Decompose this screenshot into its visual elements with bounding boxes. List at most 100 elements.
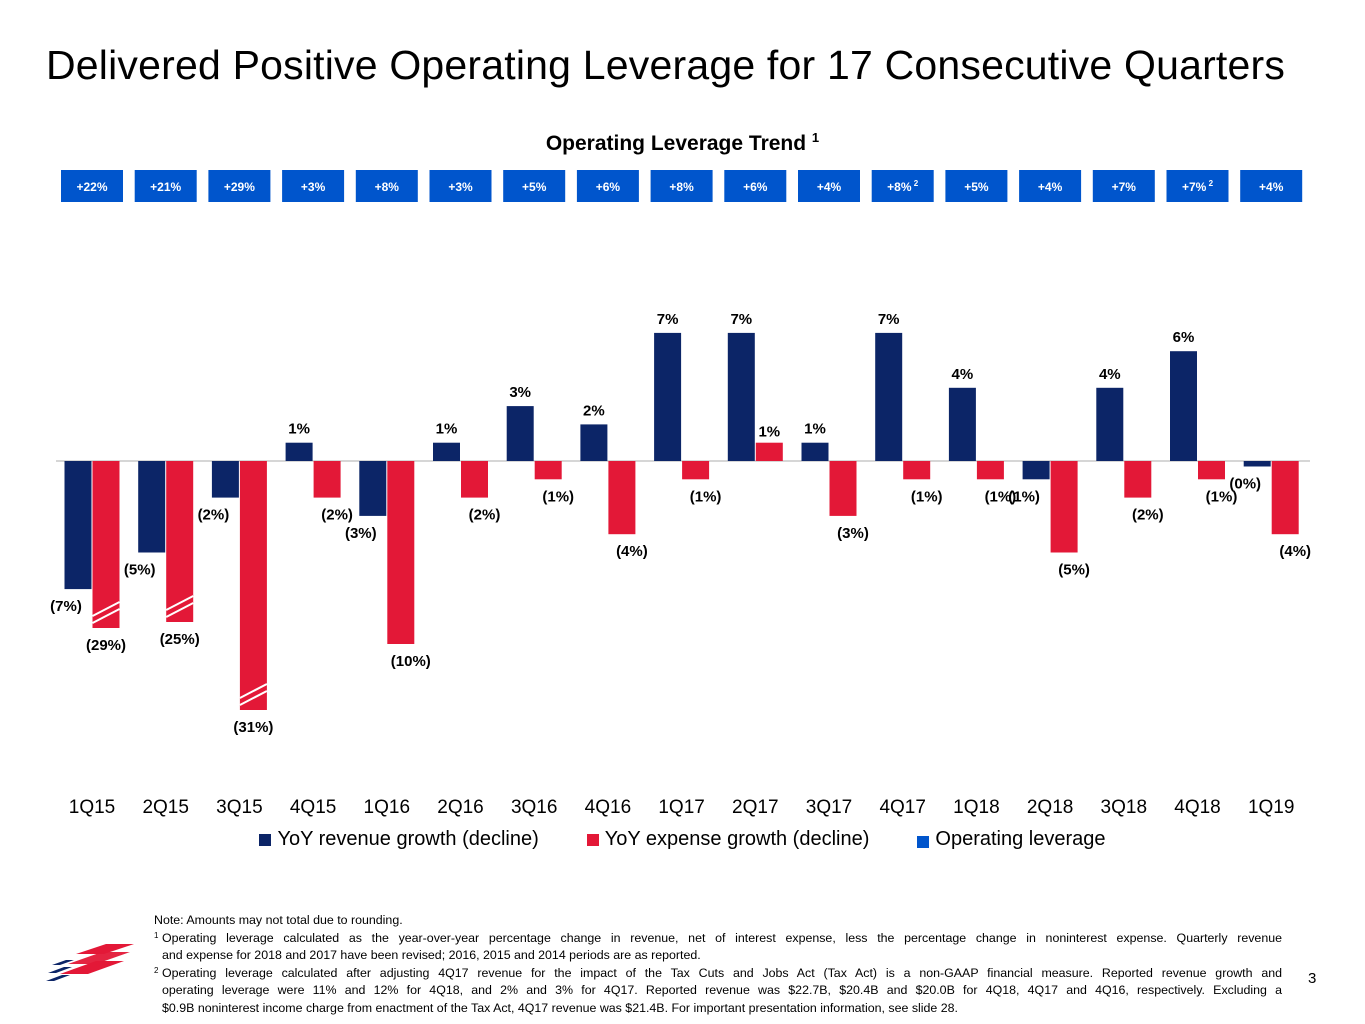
revenue-data-label: 6% [1173,329,1195,346]
x-axis-tick-label: 4Q18 [1174,797,1220,818]
expense-bar [608,461,636,535]
operating-leverage-value: +5% [964,180,989,194]
footnote-1: 1 Operating leverage calculated as the y… [154,930,1282,965]
operating-leverage-box-bg [724,170,787,202]
expense-bar [1050,461,1078,553]
expense-bar [755,442,783,461]
revenue-data-label: (1%) [1008,488,1040,505]
expense-bar [534,461,562,480]
footnote-1-mark: 1 [154,930,159,940]
x-axis-tick-label: 3Q15 [216,797,262,818]
operating-leverage-box: +29% [208,170,271,202]
page-title: Delivered Positive Operating Leverage fo… [46,42,1286,88]
expense-bar [92,461,120,628]
footnotes: Note: Amounts may not total due to round… [154,912,1282,1017]
operating-leverage-chart: +22% +21% +29% +3% +8% +3% +5% +6% +8% +6% +4% +8% … [50,170,1311,818]
revenue-data-label: 2% [583,402,605,419]
operating-leverage-value: +4% [1038,180,1063,194]
operating-leverage-footnote-mark: 2 [1206,179,1213,188]
legend-swatch-expense [586,833,599,846]
legend-label-expense: YoY expense growth (decline) [604,828,870,850]
axis-break-mark [165,595,194,611]
revenue-data-label: 1% [804,421,826,438]
operating-leverage-box-bg [798,170,860,202]
footnote-2: 2 Operating leverage calculated after ad… [154,965,1282,1018]
expense-bar [239,461,267,710]
x-axis-tick-label: 1Q15 [69,797,115,818]
x-axis-tick-label: 2Q15 [142,797,188,818]
operating-leverage-box-bg [503,170,566,202]
operating-leverage-value: +4% [817,180,842,194]
revenue-bar [359,461,387,516]
expense-data-label: (10%) [391,653,431,670]
bank-logo-icon [46,944,134,981]
axis-break-mark [239,690,268,706]
chart-title-text: Operating Leverage Trend [545,132,807,155]
expense-bar [461,461,488,498]
operating-leverage-box: +21% [134,170,197,202]
expense-data-label: (2%) [469,507,501,524]
revenue-bar [1243,461,1271,467]
legend-item-operating-leverage: Operating leverage [917,828,1106,851]
revenue-data-label: (5%) [124,562,156,579]
operating-leverage-box-bg [134,170,197,202]
footnote-1-line-2: and expense for 2018 and 2017 have been … [162,948,701,962]
expense-data-label: (1%) [911,488,943,505]
footnote-2-line-1: Operating leverage calculated after adju… [162,965,1282,980]
operating-leverage-box-bg [208,170,271,202]
revenue-data-label: (3%) [345,525,377,542]
operating-leverage-box: +8% 2 [871,170,934,202]
operating-leverage-value: +8% 2 [887,179,919,194]
revenue-bar [801,442,829,461]
operating-leverage-value: +6% [596,180,621,194]
expense-data-label: (2%) [321,507,353,524]
footnote-2-line-3: $0.9B noninterest income charge from ena… [162,1000,958,1015]
revenue-bar [1096,387,1124,461]
legend-swatch-operating-leverage [917,835,930,848]
revenue-bar [654,332,682,461]
operating-leverage-box-bg [871,170,934,202]
operating-leverage-box-bg [650,170,713,202]
chart-legend: YoY revenue growth (decline) YoY expense… [0,828,1365,851]
revenue-bar [948,387,976,461]
expense-data-label: (31%) [233,719,273,736]
expense-data-label: (29%) [86,637,126,654]
footnote-2-line-2: operating leverage were 11% and 12% for … [162,983,1282,997]
axis-break-mark [239,683,268,699]
operating-leverage-box: +3% [282,170,345,202]
operating-leverage-box-bg [429,170,492,202]
x-axis-tick-label: 1Q19 [1248,797,1294,818]
x-axis-tick-label: 1Q18 [953,797,999,818]
x-axis-tick-label: 1Q17 [658,797,704,818]
operating-leverage-box-bg [282,170,345,202]
note-rounding: Note: Amounts may not total due to round… [154,913,403,927]
operating-leverage-value: +3% [448,180,473,194]
logo-flag-stripes [46,944,134,981]
operating-leverage-box-bg [1240,170,1303,202]
expense-data-label: 1% [758,424,780,441]
operating-leverage-box: +4% [1240,170,1303,202]
operating-leverage-box: +6% [724,170,787,202]
operating-leverage-footnote-mark: 2 [912,179,919,188]
revenue-bar [285,442,313,461]
legend-swatch-revenue [259,833,272,846]
legend-item-revenue: YoY revenue growth (decline) [259,828,539,851]
revenue-bar [138,461,166,553]
operating-leverage-box: +5% [945,170,1008,202]
operating-leverage-box: +5% [503,170,566,202]
revenue-data-label: 3% [509,384,531,401]
revenue-bar [1022,461,1050,480]
axis-break-mark [92,601,120,617]
operating-leverage-box-bg [576,170,639,202]
expense-data-label: (1%) [542,488,574,505]
revenue-data-label: 1% [288,421,310,438]
expense-bar [1124,461,1152,498]
expense-data-label: (3%) [837,525,869,542]
footnote-1-line-1: Operating leverage calculated as the yea… [162,930,1282,945]
expense-bar [829,461,857,516]
revenue-bar [64,461,92,590]
expense-bar [1271,461,1299,535]
expense-data-label: (4%) [616,543,648,560]
expense-bar [387,461,415,644]
operating-leverage-box: +4% [1019,170,1082,202]
